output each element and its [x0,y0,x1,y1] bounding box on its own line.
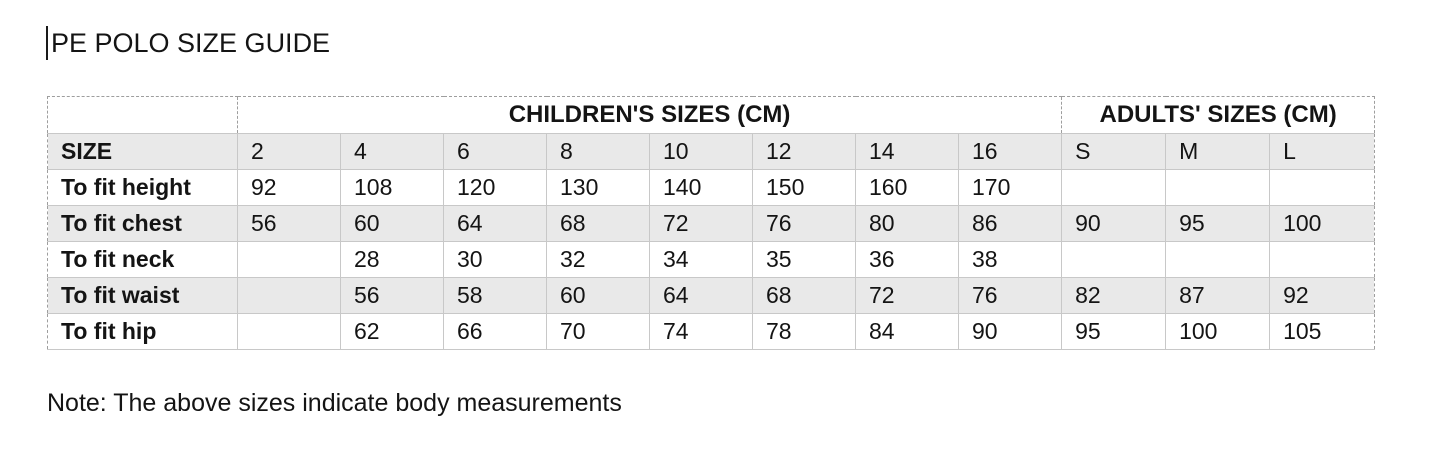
value-cell [1061,241,1167,278]
row-label: To fit neck [47,241,238,278]
value-cell: 84 [855,313,959,350]
value-cell [1061,169,1167,206]
note-text: Note: The above sizes indicate body meas… [47,389,622,417]
size-header-row: SIZE 2 4 6 8 10 12 14 16 S M L [47,133,1376,170]
value-cell [1165,241,1271,278]
value-cell: 62 [340,313,444,350]
value-cell: 56 [237,205,341,242]
value-cell: 170 [957,169,1063,206]
value-cell: 16 [957,133,1063,170]
children-sizes-header: CHILDREN'S SIZES (CM) [236,96,1062,134]
value-cell: 58 [443,277,547,314]
value-cell: 34 [649,241,753,278]
value-cell: 82 [1061,277,1167,314]
value-cell: 60 [340,205,444,242]
value-cell: 100 [1165,313,1271,350]
value-cell: 76 [752,205,856,242]
value-cell: 30 [443,241,547,278]
size-guide-table: CHILDREN'S SIZES (CM) ADULTS' SIZES (CM)… [47,96,1376,350]
value-cell: 87 [1165,277,1271,314]
value-cell: 12 [752,133,856,170]
value-cell: 95 [1061,313,1167,350]
value-cell: 10 [649,133,753,170]
measurement-row: To fit chest 56 60 64 68 72 76 80 86 90 95 100 [47,205,1376,242]
value-cell: 72 [649,205,753,242]
value-cell [237,277,341,314]
value-cell: 66 [443,313,547,350]
measurement-row: To fit waist 56 58 60 64 68 72 76 82 87 92 [47,277,1376,314]
value-cell: 76 [957,277,1063,314]
value-cell: 8 [546,133,650,170]
value-cell: 74 [649,313,753,350]
value-cell: 60 [546,277,650,314]
value-cell: 80 [855,205,959,242]
value-cell: 92 [237,169,341,206]
value-cell: 64 [649,277,753,314]
section-header-row: CHILDREN'S SIZES (CM) ADULTS' SIZES (CM) [47,96,1376,134]
value-cell: 38 [957,241,1063,278]
measurement-row: To fit neck 28 30 32 34 35 36 38 [47,241,1376,278]
value-cell: 95 [1165,205,1271,242]
value-cell: 150 [752,169,856,206]
value-cell: 4 [340,133,444,170]
row-label: To fit height [47,169,238,206]
row-label: SIZE [47,133,238,170]
value-cell: 2 [237,133,341,170]
value-cell: S [1061,133,1167,170]
value-cell: 160 [855,169,959,206]
value-cell: 130 [546,169,650,206]
value-cell [1269,241,1376,278]
value-cell: M [1165,133,1271,170]
value-cell: L [1269,133,1376,170]
value-cell: 56 [340,277,444,314]
value-cell: 6 [443,133,547,170]
value-cell [1269,169,1376,206]
page-title: PE POLO SIZE GUIDE [51,27,331,58]
measurement-row: To fit hip 62 66 70 74 78 84 90 95 100 105 [47,313,1376,350]
value-cell: 105 [1269,313,1376,350]
value-cell [1165,169,1271,206]
value-cell: 36 [855,241,959,278]
value-cell: 28 [340,241,444,278]
value-cell: 35 [752,241,856,278]
value-cell: 90 [957,313,1063,350]
value-cell [237,241,341,278]
value-cell: 64 [443,205,547,242]
value-cell: 68 [546,205,650,242]
text-cursor [46,26,48,60]
value-cell: 68 [752,277,856,314]
value-cell: 72 [855,277,959,314]
value-cell: 14 [855,133,959,170]
row-label: To fit waist [47,277,238,314]
document-title-line: PE POLO SIZE GUIDE [46,24,330,62]
measurement-row: To fit height 92 108 120 130 140 150 160 170 [47,169,1376,206]
corner-empty-cell [47,96,238,134]
value-cell: 70 [546,313,650,350]
value-cell [237,313,341,350]
value-cell: 32 [546,241,650,278]
row-label: To fit hip [47,313,238,350]
value-cell: 100 [1269,205,1376,242]
value-cell: 108 [340,169,444,206]
value-cell: 86 [957,205,1063,242]
row-label: To fit chest [47,205,238,242]
adults-sizes-header: ADULTS' SIZES (CM) [1061,96,1376,134]
value-cell: 140 [649,169,753,206]
value-cell: 78 [752,313,856,350]
value-cell: 90 [1061,205,1167,242]
value-cell: 92 [1269,277,1376,314]
value-cell: 120 [443,169,547,206]
